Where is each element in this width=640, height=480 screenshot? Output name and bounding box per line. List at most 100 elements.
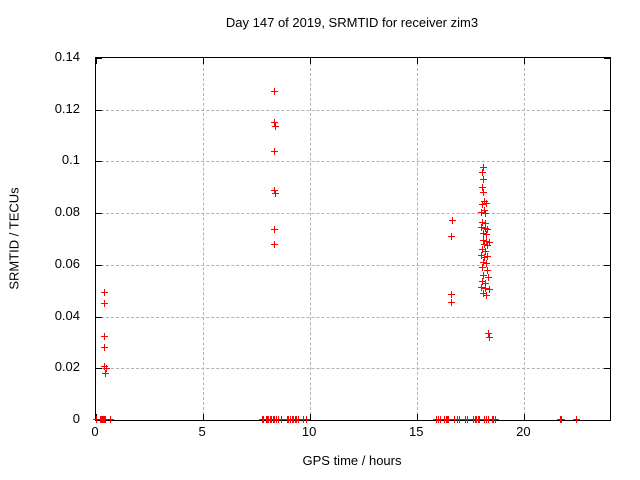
x-axis-label: GPS time / hours bbox=[302, 453, 402, 468]
data-point bbox=[478, 183, 486, 191]
y-tick bbox=[96, 264, 102, 266]
data-point bbox=[445, 416, 453, 423]
y-tick-label: 0.04 bbox=[54, 307, 80, 323]
data-point bbox=[483, 231, 491, 239]
x-tick bbox=[524, 58, 526, 64]
x-tick bbox=[417, 58, 419, 64]
y-tick-label: 0.14 bbox=[54, 49, 80, 64]
data-point bbox=[271, 241, 279, 249]
data-point bbox=[448, 291, 456, 299]
data-point bbox=[272, 122, 280, 130]
data-point bbox=[484, 267, 492, 275]
gridline-x-20 bbox=[524, 58, 526, 420]
data-point bbox=[483, 238, 491, 246]
data-point bbox=[482, 279, 490, 287]
x-tick bbox=[203, 414, 205, 420]
x-tick-label: 0 bbox=[91, 424, 99, 439]
data-point bbox=[101, 289, 109, 297]
data-point bbox=[482, 220, 490, 228]
data-point bbox=[480, 197, 488, 205]
data-point bbox=[101, 333, 109, 341]
data-point bbox=[486, 334, 494, 342]
data-point bbox=[479, 258, 487, 266]
y-tick bbox=[96, 58, 102, 59]
gridline-y-0.1 bbox=[96, 161, 610, 163]
data-point bbox=[479, 271, 487, 279]
data-point bbox=[437, 416, 445, 423]
data-point bbox=[572, 416, 580, 423]
data-point bbox=[107, 416, 115, 423]
gridline-y-0.06 bbox=[96, 264, 610, 266]
y-tick bbox=[96, 368, 102, 370]
data-point bbox=[478, 223, 486, 231]
y-tick bbox=[96, 109, 102, 111]
x-tick bbox=[310, 414, 312, 420]
data-point bbox=[479, 289, 487, 297]
y-tick-label: 0.1 bbox=[61, 152, 80, 168]
data-point bbox=[478, 218, 486, 226]
x-tick-label: 15 bbox=[409, 424, 424, 439]
data-point bbox=[557, 416, 565, 423]
data-point bbox=[449, 217, 457, 225]
data-point bbox=[271, 187, 279, 195]
data-point bbox=[479, 163, 487, 171]
data-point bbox=[478, 208, 486, 216]
data-point bbox=[481, 210, 489, 218]
y-tick bbox=[96, 161, 102, 163]
y-tick bbox=[604, 420, 610, 421]
data-point bbox=[271, 87, 279, 95]
data-point bbox=[294, 416, 302, 423]
data-point bbox=[479, 229, 487, 237]
data-point bbox=[478, 169, 486, 177]
data-point bbox=[484, 329, 492, 337]
data-point bbox=[483, 291, 491, 299]
data-point bbox=[480, 253, 488, 261]
y-tick bbox=[604, 264, 610, 266]
data-point bbox=[101, 299, 109, 307]
data-point bbox=[93, 416, 101, 423]
data-point bbox=[478, 200, 486, 208]
data-point bbox=[484, 226, 492, 234]
y-tick bbox=[604, 316, 610, 318]
data-point bbox=[448, 233, 456, 241]
data-point bbox=[100, 362, 108, 370]
data-point bbox=[477, 252, 485, 260]
y-tick bbox=[96, 213, 102, 215]
y-tick bbox=[604, 58, 610, 59]
data-point bbox=[302, 416, 310, 423]
data-point bbox=[272, 190, 280, 198]
data-point bbox=[102, 369, 110, 377]
y-tick bbox=[604, 161, 610, 163]
data-point bbox=[484, 253, 492, 261]
data-point bbox=[481, 285, 489, 293]
data-point bbox=[484, 273, 492, 281]
x-tick bbox=[203, 58, 205, 64]
x-tick bbox=[524, 414, 526, 420]
y-tick-label: 0 bbox=[72, 411, 80, 426]
data-point bbox=[481, 225, 489, 233]
gridline-y-0.02 bbox=[96, 368, 610, 370]
data-point bbox=[447, 299, 455, 307]
data-point bbox=[270, 118, 278, 126]
data-point bbox=[479, 188, 487, 196]
data-point bbox=[480, 240, 488, 248]
data-point bbox=[478, 246, 486, 254]
data-point bbox=[476, 416, 483, 423]
data-point bbox=[478, 284, 486, 292]
gridline-y-0.12 bbox=[96, 109, 610, 111]
x-tick bbox=[310, 58, 312, 64]
y-tick bbox=[604, 213, 610, 215]
x-tick bbox=[96, 58, 97, 64]
data-point bbox=[482, 247, 490, 255]
chart-title: Day 147 of 2019, SRMTID for receiver zim… bbox=[225, 15, 479, 30]
data-point bbox=[485, 286, 493, 294]
y-tick-label: 0.08 bbox=[54, 204, 80, 220]
data-point bbox=[492, 416, 500, 423]
data-point bbox=[486, 239, 494, 247]
data-point bbox=[100, 343, 108, 351]
data-point bbox=[484, 416, 492, 423]
x-tick bbox=[417, 414, 419, 420]
x-tick-label: 5 bbox=[198, 424, 206, 439]
data-point bbox=[484, 241, 492, 249]
gridline-x-15 bbox=[417, 58, 419, 420]
